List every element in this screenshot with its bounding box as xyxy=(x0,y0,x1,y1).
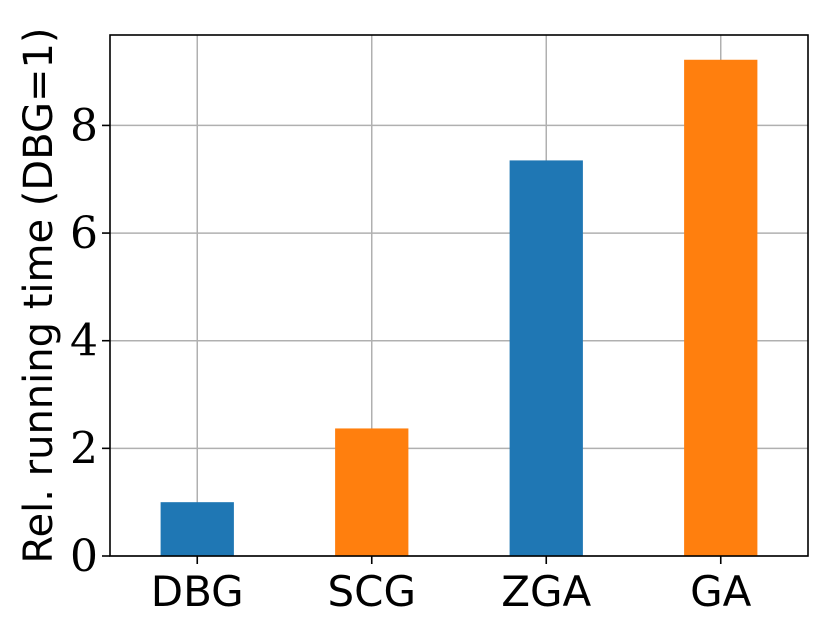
y-tick-label: 0 xyxy=(70,531,98,582)
bar-zga xyxy=(509,160,583,556)
y-tick-label: 2 xyxy=(70,423,98,474)
y-tick-label: 6 xyxy=(70,208,98,259)
y-tick-label: 8 xyxy=(70,100,98,151)
x-tick-label: DBG xyxy=(151,567,244,616)
plot-frame xyxy=(109,34,809,557)
bar-dbg xyxy=(160,502,234,556)
x-tick-label: ZGA xyxy=(501,567,591,616)
bar-ga xyxy=(684,59,758,556)
bars xyxy=(160,59,758,556)
bar-scg xyxy=(335,428,409,556)
y-tick-label: 4 xyxy=(70,316,98,367)
x-tick-label: GA xyxy=(690,567,752,616)
y-axis-label: Rel. running time (DBG=1) xyxy=(16,27,62,563)
x-tick-label: SCG xyxy=(327,567,416,616)
y-tick-labels: 0 2 4 6 8 xyxy=(70,100,98,582)
axis-ticks xyxy=(102,124,722,564)
x-tick-labels: DBG SCG ZGA GA xyxy=(151,567,752,616)
